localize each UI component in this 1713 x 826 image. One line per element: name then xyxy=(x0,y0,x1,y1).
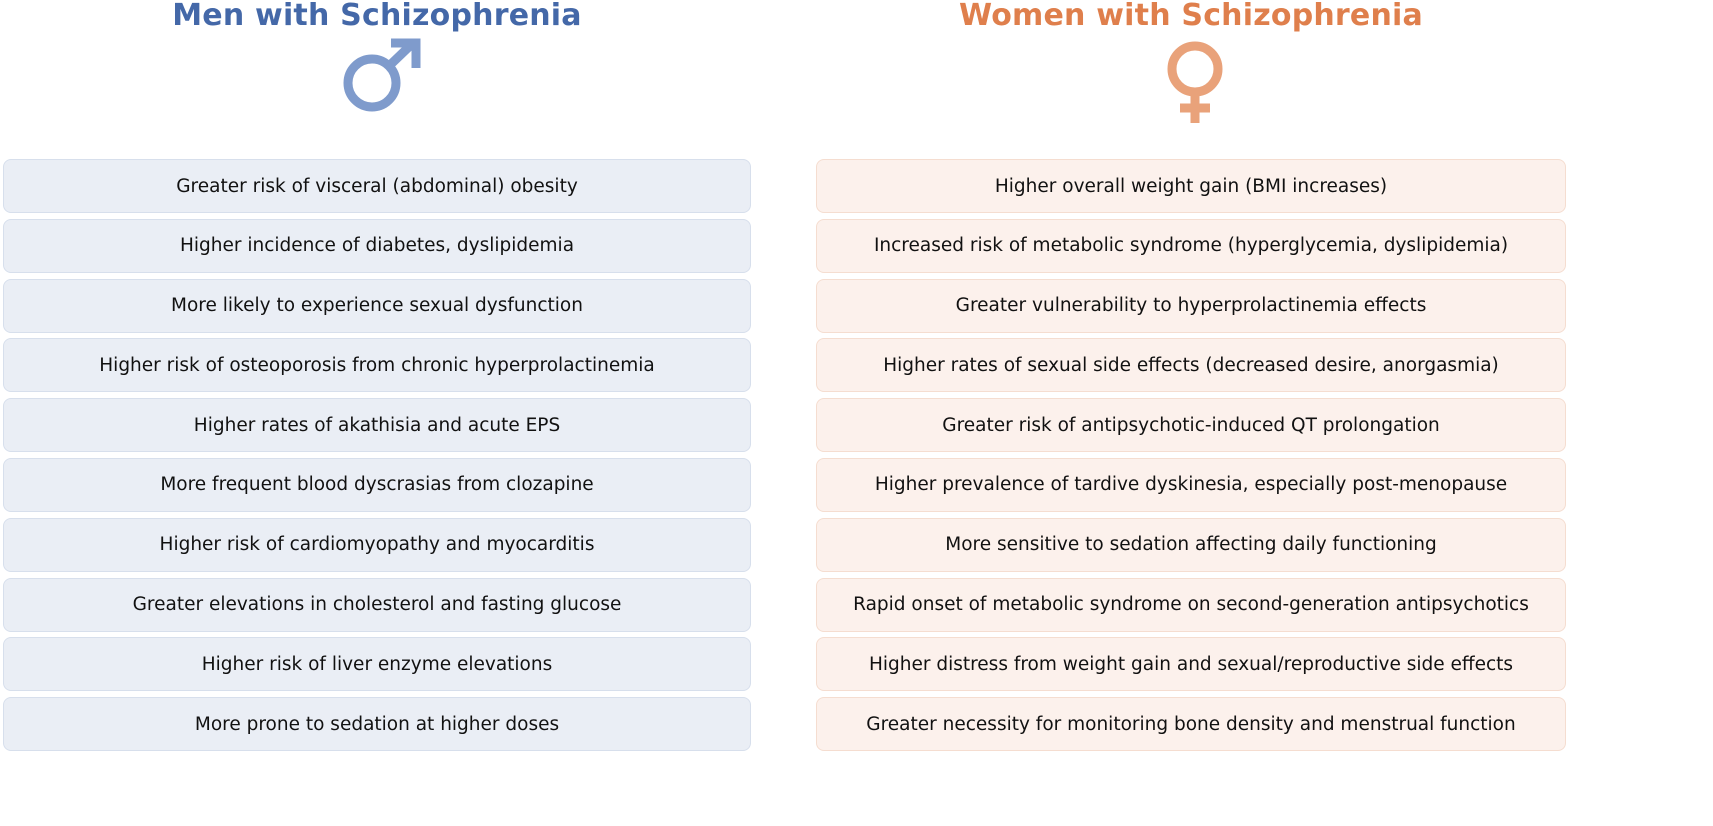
women-effect-item: Greater vulnerability to hyperprolactine… xyxy=(816,278,1566,333)
men-effect-item: More prone to sedation at higher doses xyxy=(3,697,751,752)
men-column-title: Men with Schizophrenia xyxy=(172,0,582,33)
women-effect-item: More sensitive to sedation affecting dai… xyxy=(816,517,1566,572)
men-effect-item: More frequent blood dyscrasias from cloz… xyxy=(3,457,751,512)
men-effects-list: Greater risk of visceral (abdominal) obe… xyxy=(3,159,751,757)
women-effect-item: Higher distress from weight gain and sex… xyxy=(816,637,1566,692)
women-effects-list: Higher overall weight gain (BMI increase… xyxy=(816,159,1566,757)
male-symbol-icon xyxy=(343,38,421,112)
men-effect-item: Higher rates of akathisia and acute EPS xyxy=(3,398,751,453)
men-effect-item: Higher risk of osteoporosis from chronic… xyxy=(3,338,751,393)
men-effect-item: Higher risk of cardiomyopathy and myocar… xyxy=(3,517,751,572)
women-effect-item: Higher overall weight gain (BMI increase… xyxy=(816,159,1566,213)
men-effect-item: More likely to experience sexual dysfunc… xyxy=(3,278,751,333)
women-effect-item: Increased risk of metabolic syndrome (hy… xyxy=(816,218,1566,273)
women-column-title: Women with Schizophrenia xyxy=(959,0,1423,33)
women-effect-item: Higher rates of sexual side effects (dec… xyxy=(816,338,1566,393)
female-symbol-icon xyxy=(1167,41,1223,123)
women-effect-item: Greater risk of antipsychotic-induced QT… xyxy=(816,398,1566,453)
women-effect-item: Greater necessity for monitoring bone de… xyxy=(816,697,1566,752)
women-effect-item: Rapid onset of metabolic syndrome on sec… xyxy=(816,577,1566,632)
men-effect-item: Higher risk of liver enzyme elevations xyxy=(3,637,751,692)
men-effect-item: Higher incidence of diabetes, dyslipidem… xyxy=(3,218,751,273)
men-effect-item: Greater elevations in cholesterol and fa… xyxy=(3,577,751,632)
men-effect-item: Greater risk of visceral (abdominal) obe… xyxy=(3,159,751,213)
women-effect-item: Higher prevalence of tardive dyskinesia,… xyxy=(816,457,1566,512)
